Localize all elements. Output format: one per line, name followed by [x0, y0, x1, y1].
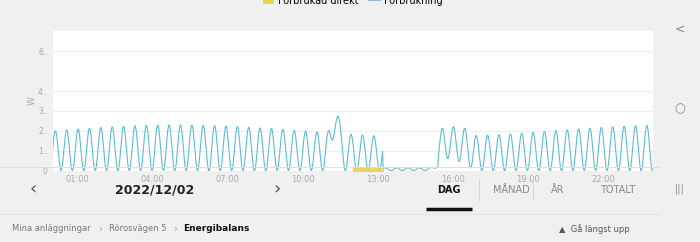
Text: ›: ›	[174, 224, 178, 234]
Text: ›: ›	[274, 181, 281, 199]
Text: ÅR: ÅR	[551, 185, 564, 195]
Text: |||: |||	[676, 183, 685, 194]
Text: Mina anläggningar: Mina anläggningar	[12, 224, 90, 233]
Legend: Förbrukad direkt, Förbrukning: Förbrukad direkt, Förbrukning	[259, 0, 447, 10]
Text: TOTALT: TOTALT	[600, 185, 635, 195]
Text: <: <	[675, 23, 685, 36]
Text: DAG: DAG	[437, 185, 461, 195]
Text: ‹: ‹	[29, 181, 36, 199]
Text: 2022/12/02: 2022/12/02	[116, 183, 195, 196]
Text: MÅNAD: MÅNAD	[494, 185, 530, 195]
Text: Energibalans: Energibalans	[183, 224, 250, 233]
Text: Rörosvägen 5: Rörosvägen 5	[109, 224, 167, 233]
Text: ›: ›	[98, 224, 102, 234]
Y-axis label: W: W	[27, 97, 36, 106]
Text: ▲  Gå längst upp: ▲ Gå längst upp	[559, 224, 629, 234]
Text: ○: ○	[675, 102, 685, 115]
